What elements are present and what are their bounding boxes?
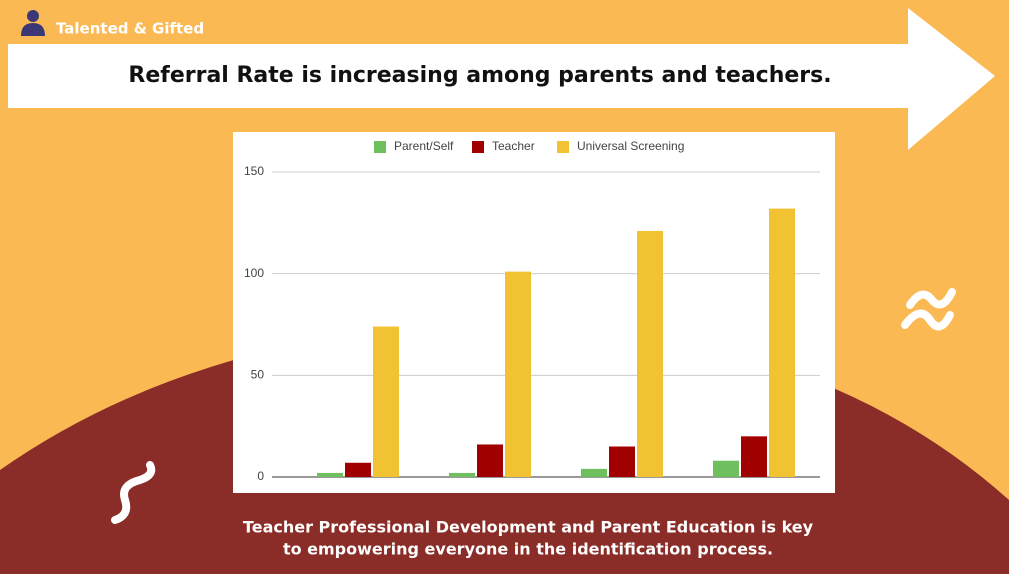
bar [741,436,767,477]
y-tick-label: 150 [244,164,264,178]
bar [449,472,475,477]
bar [373,326,399,477]
legend-label: Parent/Self [394,139,454,153]
bar [505,271,531,477]
legend-swatch [374,141,386,153]
person-icon-head [27,10,39,22]
slide-title: Referral Rate is increasing among parent… [128,63,831,88]
y-tick-label: 100 [244,266,264,280]
y-tick-label: 50 [251,368,265,382]
header-label: Talented & Gifted [56,20,204,38]
squiggle [111,461,156,524]
bar [317,472,343,477]
bar [345,462,371,477]
bar [477,444,503,477]
bar [609,446,635,477]
legend-label: Teacher [492,139,535,153]
bar [581,468,607,477]
legend-label: Universal Screening [577,139,684,153]
header-band [8,8,908,44]
y-tick-label: 0 [257,469,264,483]
caption-line: to empowering everyone in the identifica… [283,540,773,559]
bar [769,208,795,477]
bar [637,230,663,477]
legend-swatch [557,141,569,153]
bar [713,460,739,477]
squiggle [901,288,956,331]
legend-swatch [472,141,484,153]
caption-line: Teacher Professional Development and Par… [243,518,814,537]
title-arrow [8,8,995,150]
chart: 0 50 100 150 Parent/Self Teacher Universal Scr… [244,139,820,483]
person-icon-body [21,23,45,36]
chart-panel [233,132,835,493]
